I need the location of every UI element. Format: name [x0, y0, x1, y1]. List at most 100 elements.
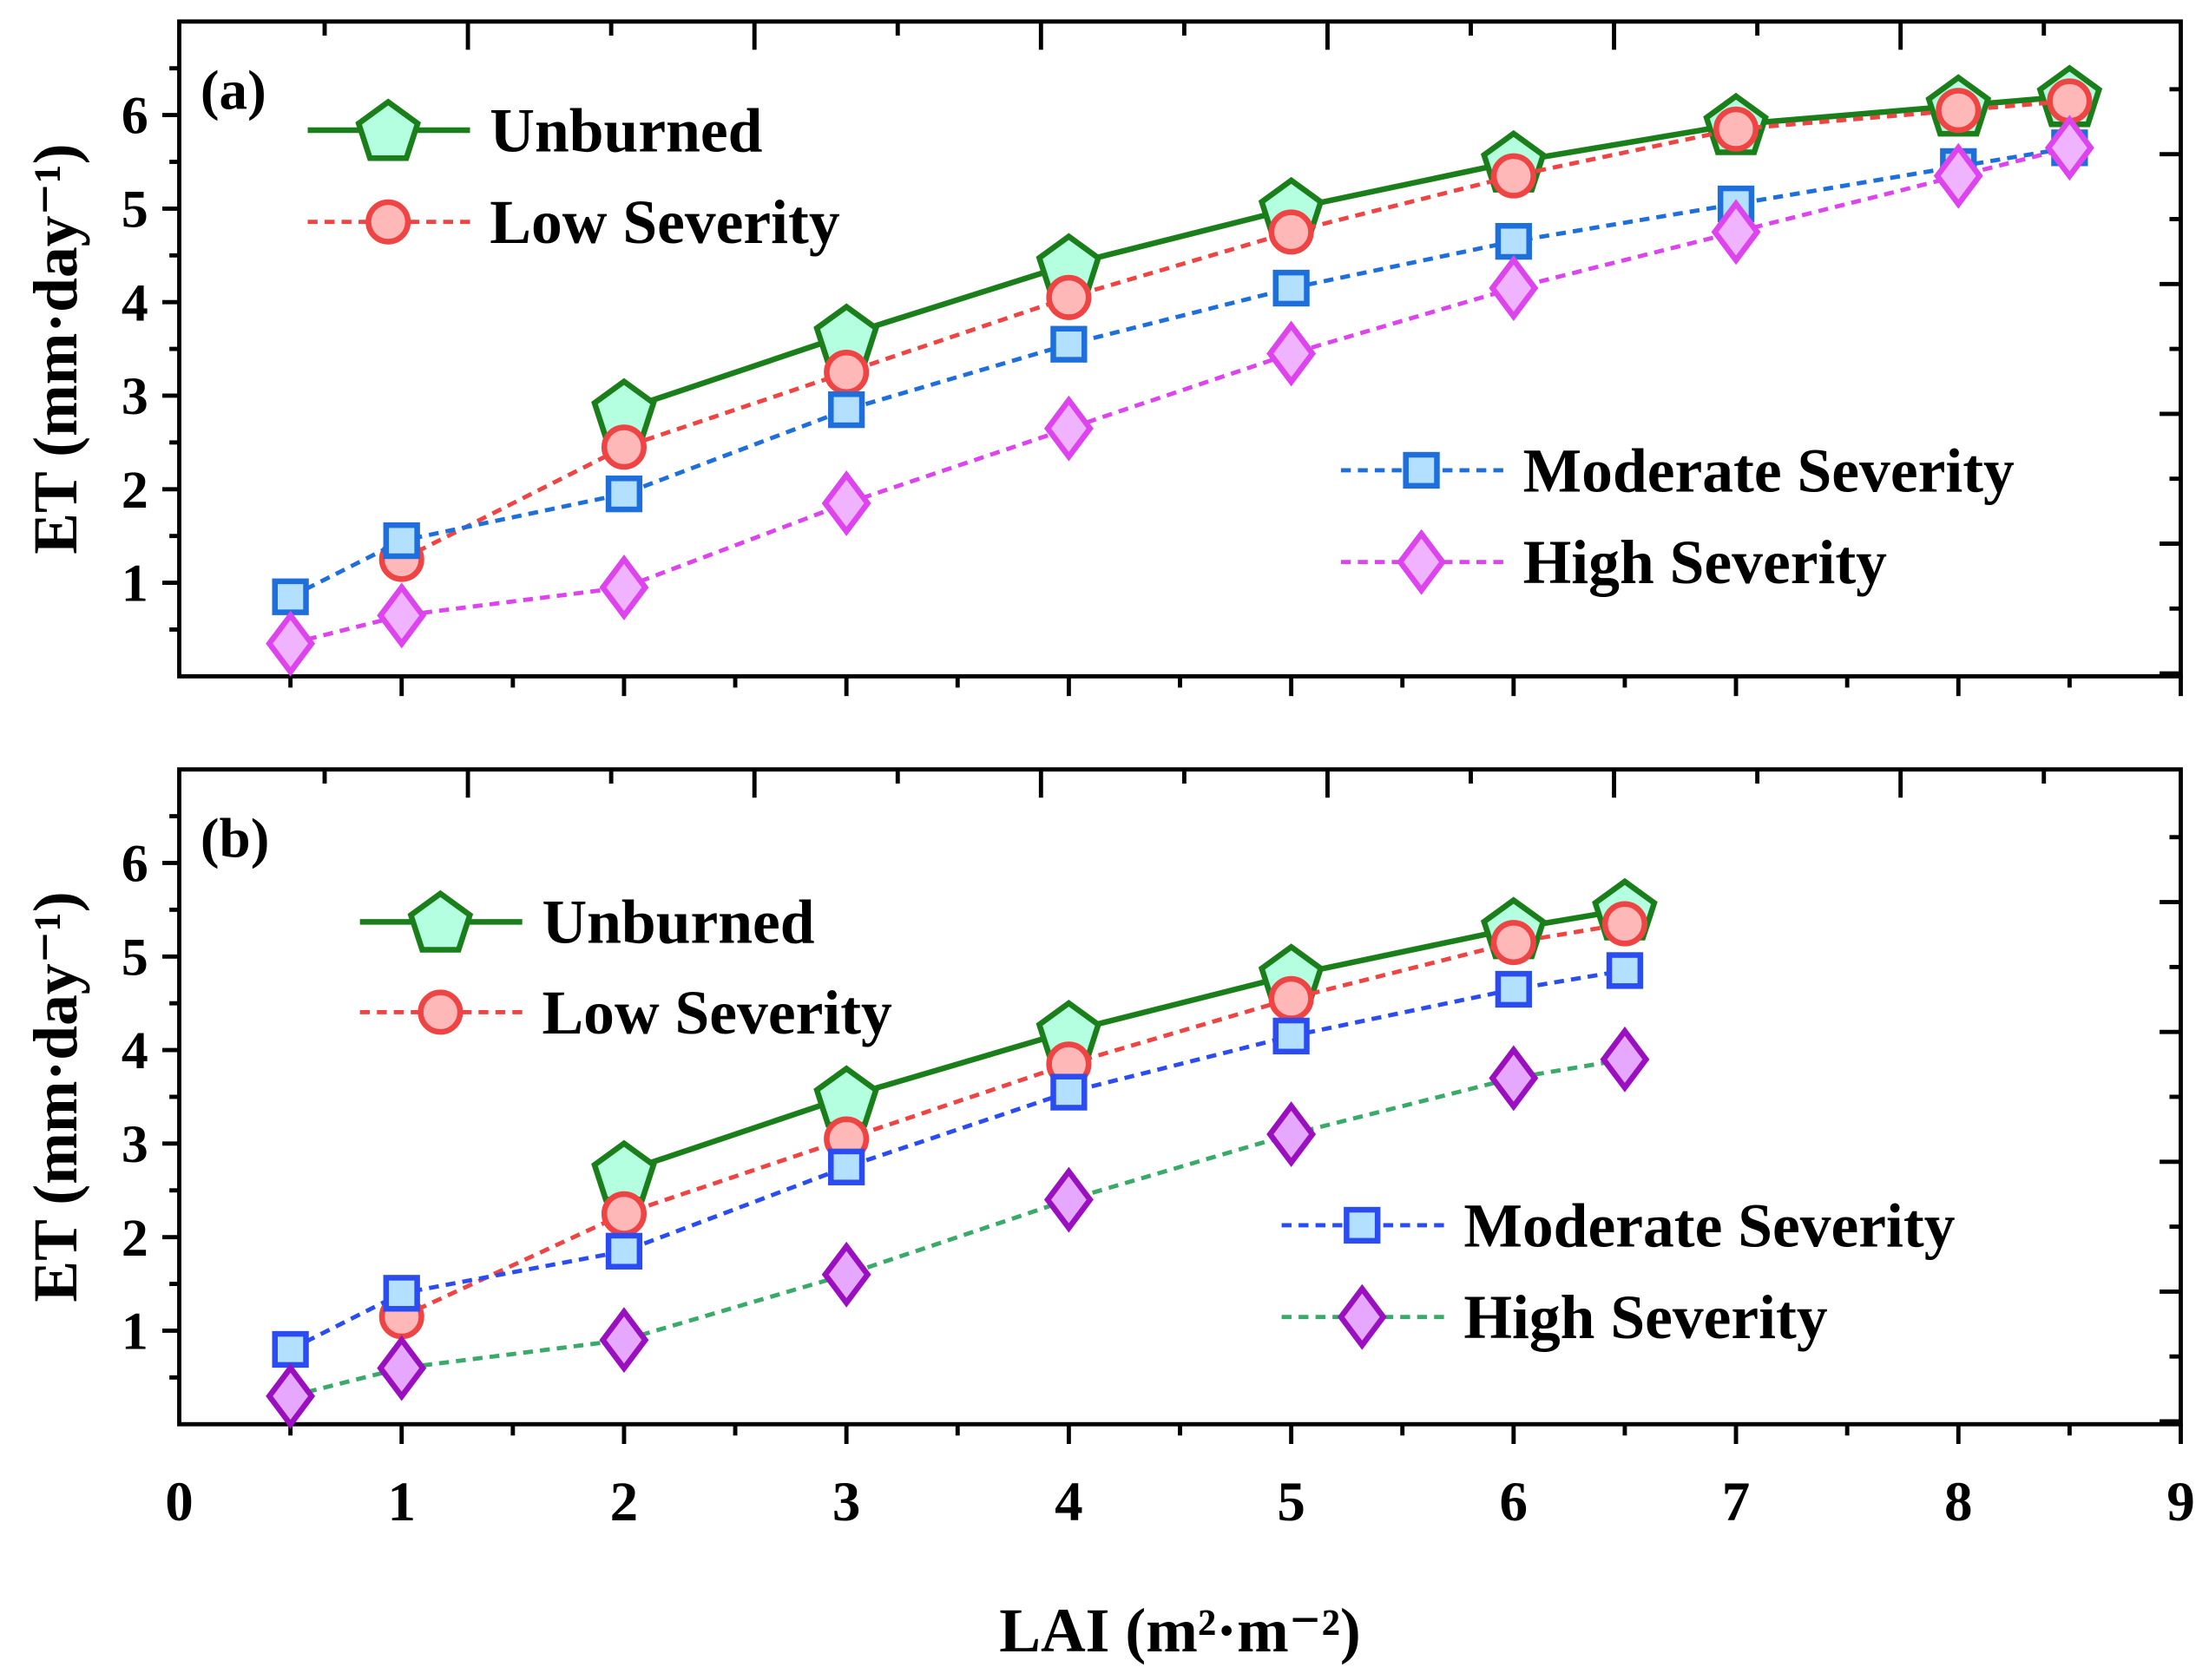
data-point: [2047, 78, 2093, 124]
data-point: [1489, 1045, 1539, 1112]
data-point: [1043, 1166, 1094, 1233]
panel-label: (a): [201, 60, 266, 122]
legend-label: Low Severity: [542, 979, 892, 1047]
data-point: [1050, 325, 1088, 363]
legend-label: Unburned: [542, 889, 814, 957]
panel-label: (b): [201, 808, 269, 870]
legend-marker: [407, 889, 474, 953]
data-point: [1268, 209, 1314, 255]
data-point: [591, 1139, 657, 1203]
legend-item: Unburned: [359, 889, 815, 957]
legend-item: High Severity: [1281, 1283, 1828, 1352]
data-point: [1266, 1101, 1317, 1168]
data-point: [1266, 320, 1317, 387]
legend-label: High Severity: [1463, 1283, 1828, 1352]
data-point: [377, 582, 427, 649]
legend-item: Low Severity: [307, 188, 840, 257]
y-tick-label: 5: [122, 180, 148, 240]
data-point: [272, 578, 309, 615]
legend-marker: [1344, 1206, 1381, 1244]
legend-label: High Severity: [1523, 528, 1888, 597]
series-line: [290, 145, 2070, 646]
x-tick-label: 4: [1055, 1471, 1083, 1533]
series-low-severity: [378, 78, 2093, 582]
legend-label: Moderate Severity: [1523, 436, 2015, 505]
plot-frame: [177, 767, 2183, 1427]
data-point: [1046, 274, 1092, 320]
data-point: [1272, 1017, 1310, 1055]
series-high-severity: [266, 1026, 1650, 1429]
legend-item: Low Severity: [359, 979, 892, 1047]
legend-item: Unburned: [307, 96, 762, 165]
x-tick-label: 1: [387, 1471, 416, 1533]
x-tick-label: 0: [165, 1471, 194, 1533]
series-line: [289, 968, 1626, 1352]
data-point: [383, 1275, 420, 1312]
y-tick-label: 3: [122, 1115, 148, 1174]
data-point: [266, 1362, 316, 1429]
data-point: [599, 555, 649, 620]
legend-label: Moderate Severity: [1463, 1191, 1955, 1260]
series-moderate-severity: [272, 952, 1644, 1368]
data-point: [1268, 975, 1314, 1021]
data-point: [377, 1335, 427, 1401]
y-tick-label: 3: [122, 367, 148, 426]
legend-label: Unburned: [490, 96, 762, 165]
y-tick-label: 1: [122, 555, 148, 614]
y-tick-label: 1: [122, 1303, 148, 1362]
series-line: [622, 93, 2070, 413]
data-point: [1490, 920, 1536, 966]
data-point: [601, 1191, 647, 1237]
x-tick-label: 2: [610, 1471, 639, 1533]
data-point: [1600, 1026, 1650, 1093]
panel-a: 1 2 3 4 5 6 ET (mm·day⁻¹) (a) Unburned Low Severi…: [22, 19, 2183, 697]
x-tick-label: 3: [832, 1471, 861, 1533]
data-point: [272, 1330, 309, 1368]
data-point: [601, 424, 647, 470]
series-low-severity: [378, 901, 1647, 1340]
data-point: [1713, 106, 1759, 152]
data-point: [1495, 222, 1532, 260]
y-tick-label: 4: [122, 1021, 148, 1080]
data-point: [1489, 255, 1539, 321]
y-tick-label: 2: [122, 1209, 148, 1268]
legend-marker: [365, 199, 411, 245]
legend-label: Low Severity: [490, 188, 840, 257]
legend-marker: [355, 98, 422, 161]
y-axis-title: ET (mm·day⁻¹): [22, 891, 90, 1302]
data-point: [2044, 115, 2094, 181]
x-tick-label: 6: [1500, 1471, 1529, 1533]
data-point: [821, 469, 871, 536]
x-tick-label: 8: [1944, 1471, 1973, 1533]
data-point: [1272, 269, 1310, 307]
legend-item: Moderate Severity: [1281, 1191, 1956, 1260]
data-point: [605, 1232, 643, 1270]
series-high-severity: [266, 115, 2094, 677]
data-point: [1601, 901, 1647, 947]
data-point: [599, 1307, 649, 1374]
data-point: [1495, 970, 1532, 1008]
data-point: [1490, 153, 1536, 199]
x-tick-label: 7: [1722, 1471, 1751, 1533]
legend-marker: [1337, 1283, 1387, 1350]
x-tick-label: 5: [1277, 1471, 1305, 1533]
data-point: [605, 476, 643, 513]
panel-b: 1 2 3 4 5 6 0 1 2 3 4 5 6 7 8 9 LAI (m²·m⁻²) ET (mm·day⁻¹…: [22, 767, 2195, 1665]
legend-item: Moderate Severity: [1340, 436, 2015, 505]
data-point: [1711, 199, 1761, 266]
x-tick-label: 9: [2166, 1471, 2195, 1533]
y-axis-title: ET (mm·day⁻¹): [22, 143, 90, 554]
data-point: [383, 522, 420, 560]
y-tick-label: 5: [122, 928, 148, 987]
data-point: [821, 1241, 871, 1308]
series-line: [289, 145, 2070, 599]
data-point: [828, 1148, 865, 1185]
data-point: [1933, 142, 1983, 209]
data-point: [824, 350, 870, 396]
data-point: [1050, 1073, 1088, 1111]
legend-item: High Severity: [1340, 528, 1888, 597]
data-point: [266, 610, 316, 677]
legend-marker: [1397, 528, 1447, 595]
legend-marker: [417, 989, 463, 1035]
